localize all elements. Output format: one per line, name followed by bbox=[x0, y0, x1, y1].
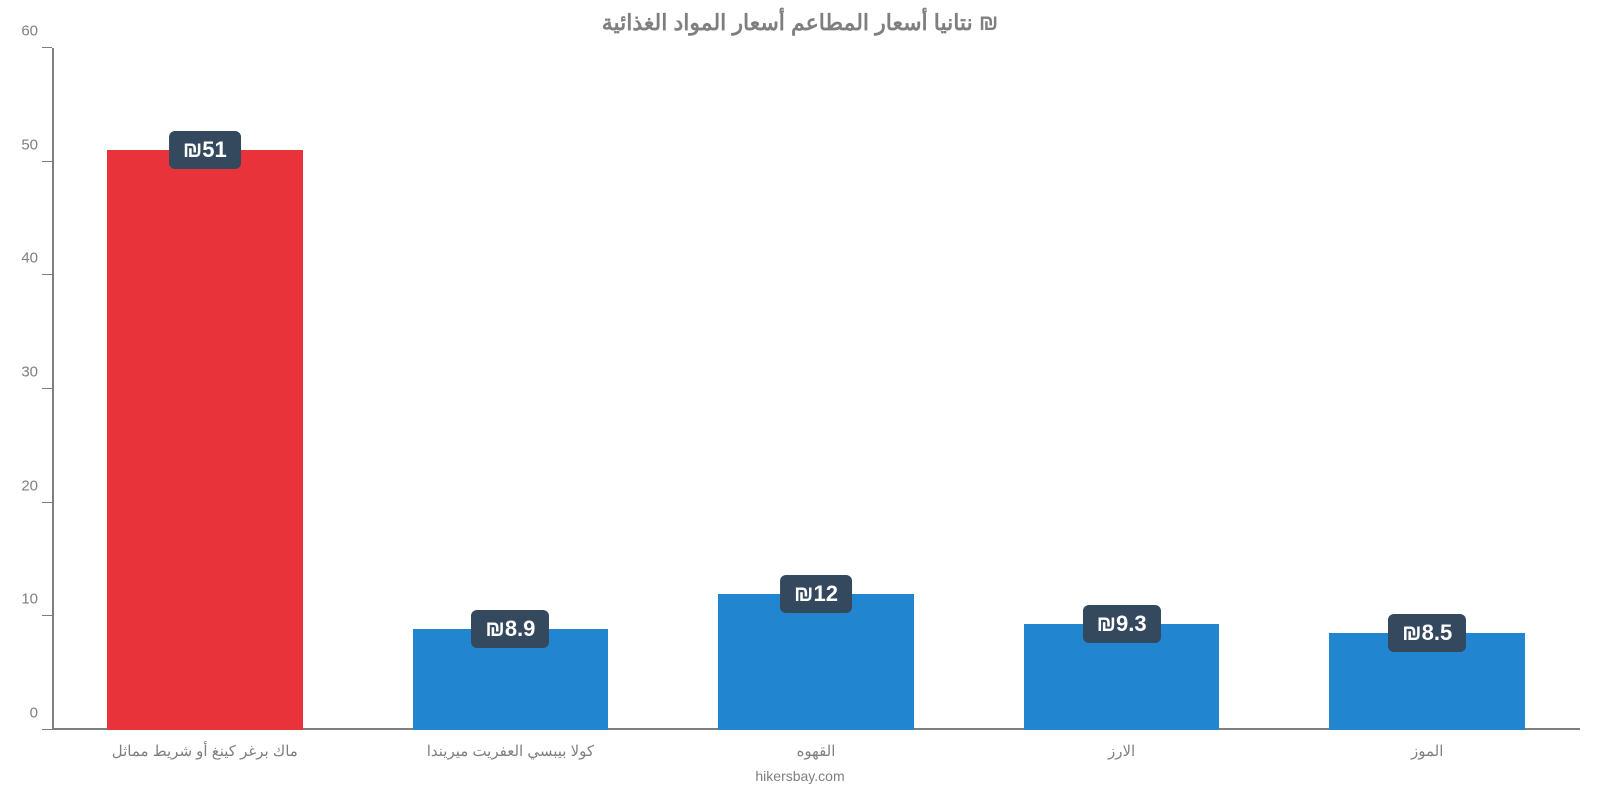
y-tick-label: 30 bbox=[21, 364, 52, 381]
y-tick bbox=[42, 729, 52, 730]
y-tick bbox=[42, 47, 52, 48]
plot-area: 0102030405060₪51ماك برغر كينغ أو شريط مم… bbox=[52, 48, 1580, 730]
y-tick bbox=[42, 161, 52, 162]
y-tick-label: 50 bbox=[21, 136, 52, 153]
y-tick bbox=[42, 502, 52, 503]
y-axis bbox=[52, 48, 54, 730]
y-tick bbox=[42, 274, 52, 275]
x-category-label: ماك برغر كينغ أو شريط مماثل bbox=[112, 730, 298, 760]
y-tick bbox=[42, 388, 52, 389]
x-category-label: الارز bbox=[1108, 730, 1135, 760]
chart-title: نتانيا أسعار المطاعم أسعار المواد الغذائ… bbox=[0, 0, 1600, 36]
bar bbox=[107, 150, 303, 730]
x-category-label: الموز bbox=[1411, 730, 1443, 760]
bar-value-label: ₪8.9 bbox=[471, 610, 549, 648]
y-tick bbox=[42, 615, 52, 616]
y-tick-label: 10 bbox=[21, 591, 52, 608]
attribution-text: hikersbay.com bbox=[755, 768, 844, 784]
price-bar-chart: نتانيا أسعار المطاعم أسعار المواد الغذائ… bbox=[0, 0, 1600, 800]
x-category-label: القهوه bbox=[797, 730, 836, 760]
bar-value-label: ₪12 bbox=[780, 575, 852, 613]
y-tick-label: 40 bbox=[21, 250, 52, 267]
y-tick-label: 20 bbox=[21, 477, 52, 494]
y-tick-label: 0 bbox=[30, 705, 52, 722]
x-category-label: كولا بيبسي العفريت ميريندا bbox=[427, 730, 594, 760]
y-tick-label: 60 bbox=[21, 23, 52, 40]
bar-value-label: ₪8.5 bbox=[1388, 614, 1466, 652]
bar bbox=[718, 594, 914, 730]
bar-value-label: ₪9.3 bbox=[1083, 605, 1161, 643]
bar-value-label: ₪51 bbox=[169, 131, 241, 169]
